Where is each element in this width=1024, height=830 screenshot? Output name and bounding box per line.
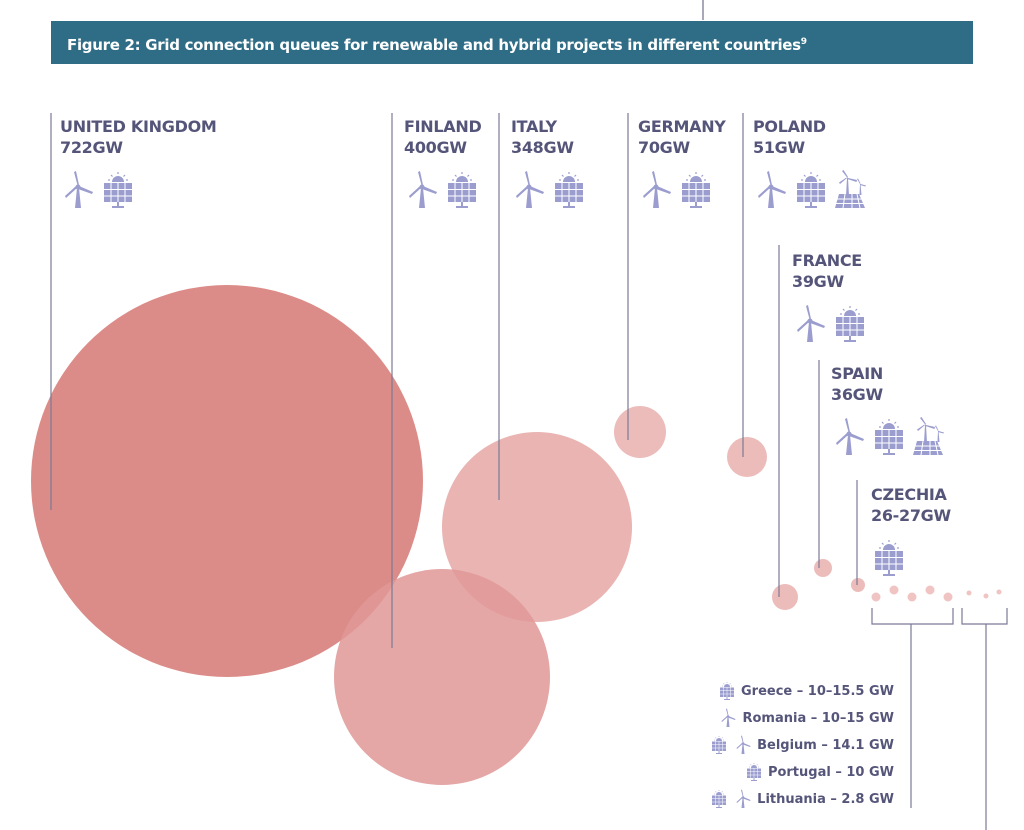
bubble-france: [772, 584, 798, 610]
country-capacity: 400GW: [404, 138, 467, 157]
solar-icon: [834, 304, 866, 344]
country-label-france: FRANCE 39GW: [792, 250, 862, 292]
bubble-small-country: [996, 589, 1002, 595]
solar-icon: [744, 762, 764, 782]
technology-icons: [794, 304, 866, 344]
wind-icon: [794, 304, 826, 344]
bubble-small-country: [943, 592, 953, 602]
figure-title: Figure 2: Grid connection queues for ren…: [51, 21, 973, 64]
wind-icon: [62, 170, 94, 210]
wind-icon: [718, 708, 738, 728]
wind-icon: [513, 170, 545, 210]
technology-icons: [640, 170, 712, 210]
solar-icon: [873, 417, 905, 457]
technology-icons: [873, 538, 905, 578]
hybrid-icon: [913, 417, 945, 457]
solar-icon: [680, 170, 712, 210]
solar-icon: [795, 170, 827, 210]
country-name: ITALY: [511, 117, 557, 136]
country-label-spain: SPAIN 36GW: [831, 363, 883, 405]
country-label-germany: GERMANY 70GW: [638, 116, 726, 158]
country-capacity: 39GW: [792, 272, 844, 291]
wind-icon: [833, 417, 865, 457]
bubble-small-country: [983, 593, 989, 599]
wind-icon: [733, 735, 753, 755]
small-country-item: Romania – 10–15 GW: [718, 708, 894, 728]
technology-icons: [406, 170, 478, 210]
country-label-czechia: CZECHIA 26-27GW: [871, 484, 951, 526]
wind-icon: [406, 170, 438, 210]
country-name: FINLAND: [404, 117, 482, 136]
small-country-label: Portugal – 10 GW: [767, 764, 894, 780]
country-label-poland: POLAND 51GW: [753, 116, 826, 158]
figure-title-text: Figure 2: Grid connection queues for ren…: [67, 36, 801, 54]
bubble-spain: [814, 559, 832, 577]
bubble-czechia: [851, 578, 865, 592]
bubble-small-country: [889, 585, 899, 595]
small-country-label: Greece – 10–15.5 GW: [741, 683, 894, 699]
bubble-small-country: [907, 592, 917, 602]
technology-icons: [833, 417, 945, 457]
small-country-item: Lithuania – 2.8 GW: [709, 789, 894, 809]
wind-icon: [640, 170, 672, 210]
bubble-small-country: [925, 585, 935, 595]
solar-icon: [446, 170, 478, 210]
country-capacity: 348GW: [511, 138, 574, 157]
country-label-italy: ITALY 348GW: [511, 116, 574, 158]
bubble-small-country: [966, 590, 972, 596]
country-label-finland: FINLAND 400GW: [404, 116, 482, 158]
footnote-marker: 9: [800, 37, 807, 47]
solar-icon: [553, 170, 585, 210]
solar-icon: [873, 538, 905, 578]
small-country-item: Portugal – 10 GW: [744, 762, 894, 782]
country-label-united-kingdom: UNITED KINGDOM 722GW: [60, 116, 217, 158]
solar-icon: [709, 735, 729, 755]
solar-icon: [717, 681, 737, 701]
small-country-label: Romania – 10–15 GW: [742, 710, 894, 726]
bubble-finland: [334, 569, 550, 785]
country-capacity: 722GW: [60, 138, 123, 157]
wind-icon: [755, 170, 787, 210]
bubble-united-kingdom: [31, 285, 423, 677]
bracket-tiny-countries: [961, 608, 1008, 625]
hybrid-icon: [835, 170, 867, 210]
country-name: GERMANY: [638, 117, 726, 136]
wind-icon: [733, 789, 753, 809]
country-capacity: 26-27GW: [871, 506, 951, 525]
solar-icon: [709, 789, 729, 809]
solar-icon: [102, 170, 134, 210]
country-capacity: 70GW: [638, 138, 690, 157]
country-capacity: 36GW: [831, 385, 883, 404]
bracket-small-countries: [871, 608, 954, 625]
country-name: SPAIN: [831, 364, 884, 383]
bubble-italy: [442, 432, 632, 622]
small-country-label: Belgium – 14.1 GW: [757, 737, 894, 753]
country-name: CZECHIA: [871, 485, 947, 504]
bubble-poland: [727, 437, 767, 477]
small-country-item: Belgium – 14.1 GW: [709, 735, 894, 755]
bubble-germany: [614, 406, 666, 458]
country-name: FRANCE: [792, 251, 862, 270]
bubble-small-country: [871, 592, 881, 602]
technology-icons: [755, 170, 867, 210]
small-country-item: Greece – 10–15.5 GW: [717, 681, 894, 701]
technology-icons: [513, 170, 585, 210]
country-name: POLAND: [753, 117, 826, 136]
small-country-label: Lithuania – 2.8 GW: [757, 791, 894, 807]
country-capacity: 51GW: [753, 138, 805, 157]
country-name: UNITED KINGDOM: [60, 117, 217, 136]
technology-icons: [62, 170, 134, 210]
